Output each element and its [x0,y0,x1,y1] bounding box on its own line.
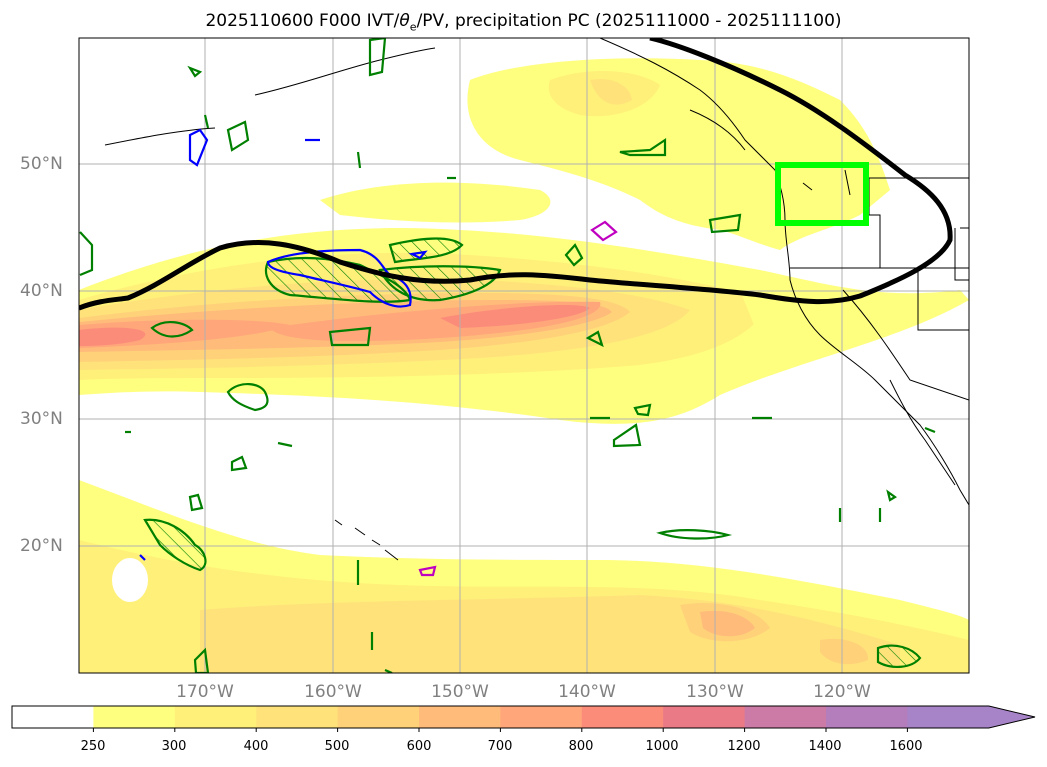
colorbar-tick: 500 [324,739,350,754]
ivt-shading [79,38,969,673]
colorbar-segment [93,706,176,728]
colorbar-tick: 250 [80,739,106,754]
lon-label-160w: 160°W [304,682,362,702]
colorbar-segment [419,706,501,728]
lon-label-130w: 130°W [686,682,744,702]
lon-label-120w: 120°W [813,682,871,702]
blue-contours [139,128,428,561]
lon-label-150w: 150°W [431,682,489,702]
map-title: 2025110600 F000 IVT/θe/PV, precipitation… [205,11,842,34]
lat-label-30n: 30°N [20,409,63,429]
colorbar-segment [581,706,664,728]
colorbar-segment [256,706,339,728]
colorbar-tick: 1000 [645,739,679,754]
colorbar-segment [907,706,990,728]
colorbar-segment [826,706,908,728]
lon-label-170w: 170°W [176,682,234,702]
colorbar-tick: 600 [406,739,432,754]
map-frame [78,37,970,674]
magenta-contours [418,220,618,577]
target-region-box [775,162,869,226]
colorbar-segment [500,706,583,728]
colorbar-tick: 400 [243,739,269,754]
colorbar-tick: 700 [487,739,513,754]
colorbar [11,705,1036,732]
colorbar-tick: 300 [161,739,187,754]
colorbar-outline [11,705,1036,729]
lat-label-40n: 40°N [20,281,63,301]
colorbar-segment [12,706,94,728]
colorbar-extend-arrow [988,706,1035,728]
colorbar-tick: 1400 [808,739,842,754]
colorbar-segment [744,706,827,728]
colorbar-tick: 1200 [727,739,761,754]
lat-label-20n: 20°N [20,536,63,556]
lat-label-50n: 50°N [20,154,63,174]
colorbar-segment [663,706,746,728]
thick-black-contour [79,38,953,311]
colorbar-tick: 1600 [889,739,923,754]
colorbar-segment [174,706,257,728]
colorbar-segment [337,706,420,728]
colorbar-tick: 800 [568,739,594,754]
lon-label-140w: 140°W [558,682,616,702]
